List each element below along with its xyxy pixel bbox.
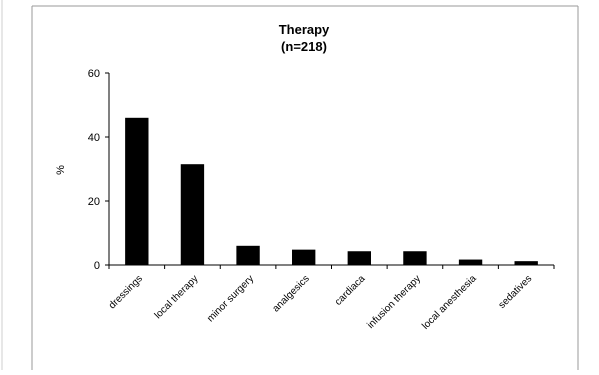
bar-infusion-therapy — [403, 251, 427, 265]
chart-title: Therapy — [279, 22, 330, 37]
bar-local-anesthesia — [458, 259, 483, 265]
y-tick-label-20: 20 — [88, 196, 100, 208]
chart-subtitle: (n=218) — [281, 39, 327, 54]
x-tick-label-cardiaca: cardiaca — [333, 273, 368, 308]
y-axis-label: % — [55, 165, 67, 175]
y-tick-labels: 0 20 40 60 — [88, 68, 100, 272]
bar-minor-surgery — [236, 245, 260, 265]
bar-local-therapy — [180, 164, 205, 265]
y-tick-label-40: 40 — [88, 132, 100, 144]
bars — [125, 117, 538, 265]
x-tick-labels: dressings local therapy minor surgery analg… — [107, 273, 534, 332]
x-tick-label-infusion-therapy: infusion therapy — [365, 273, 423, 331]
bar-sedatives — [514, 261, 538, 265]
x-tick-label-sedatives: sedatives — [497, 273, 535, 311]
x-tick-label-local-therapy: local therapy — [153, 273, 201, 321]
x-tick-label-minor-surgery: minor surgery — [205, 273, 256, 324]
x-tick-label-analgesics: analgesics — [271, 273, 312, 314]
bar-analgesics — [292, 249, 316, 265]
bar-dressings — [125, 117, 149, 265]
y-tick-label-60: 60 — [88, 68, 100, 80]
y-tick-label-0: 0 — [94, 260, 100, 272]
x-tick-label-local-anesthesia: local anesthesia — [420, 273, 479, 332]
bar-cardiaca — [347, 251, 371, 265]
axes — [105, 72, 555, 269]
x-tick-label-dressings: dressings — [107, 273, 145, 311]
